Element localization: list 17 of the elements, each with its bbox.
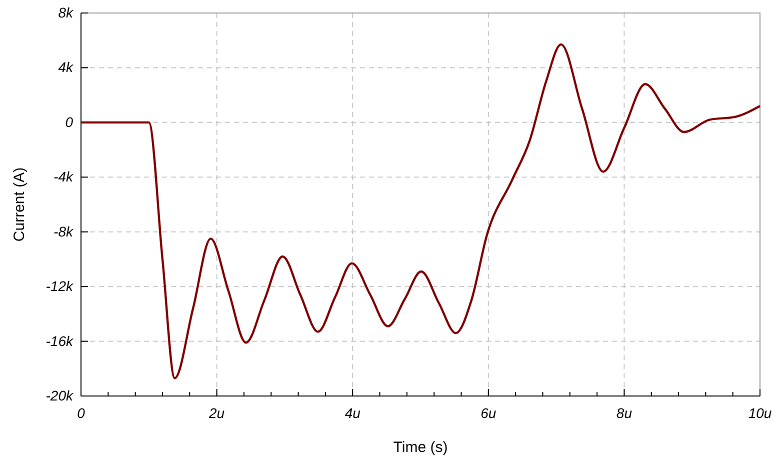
y-tick-label: -8k xyxy=(54,223,74,240)
x-axis-title: Time (s) xyxy=(393,439,448,456)
y-tick-label: 8k xyxy=(58,4,74,20)
line-series xyxy=(80,43,762,380)
x-tick-label: 0 xyxy=(77,404,86,421)
y-tick-label: 0 xyxy=(65,114,74,130)
x-tick-label: 8u xyxy=(616,404,632,421)
y-axis-title: Current (A) xyxy=(11,167,28,242)
y-tick-label: -4k xyxy=(54,168,74,185)
y-tick-label: -12k xyxy=(46,278,74,294)
y-tick-label: 4k xyxy=(58,59,74,76)
x-tick-label: 2u xyxy=(208,404,225,421)
x-tick-label: 10u xyxy=(748,404,772,421)
x-tick-label: 6u xyxy=(480,404,496,421)
y-tick-label: -16k xyxy=(46,332,74,349)
y-tick-label: -20k xyxy=(46,387,74,404)
x-tick-label: 4u xyxy=(344,404,361,421)
